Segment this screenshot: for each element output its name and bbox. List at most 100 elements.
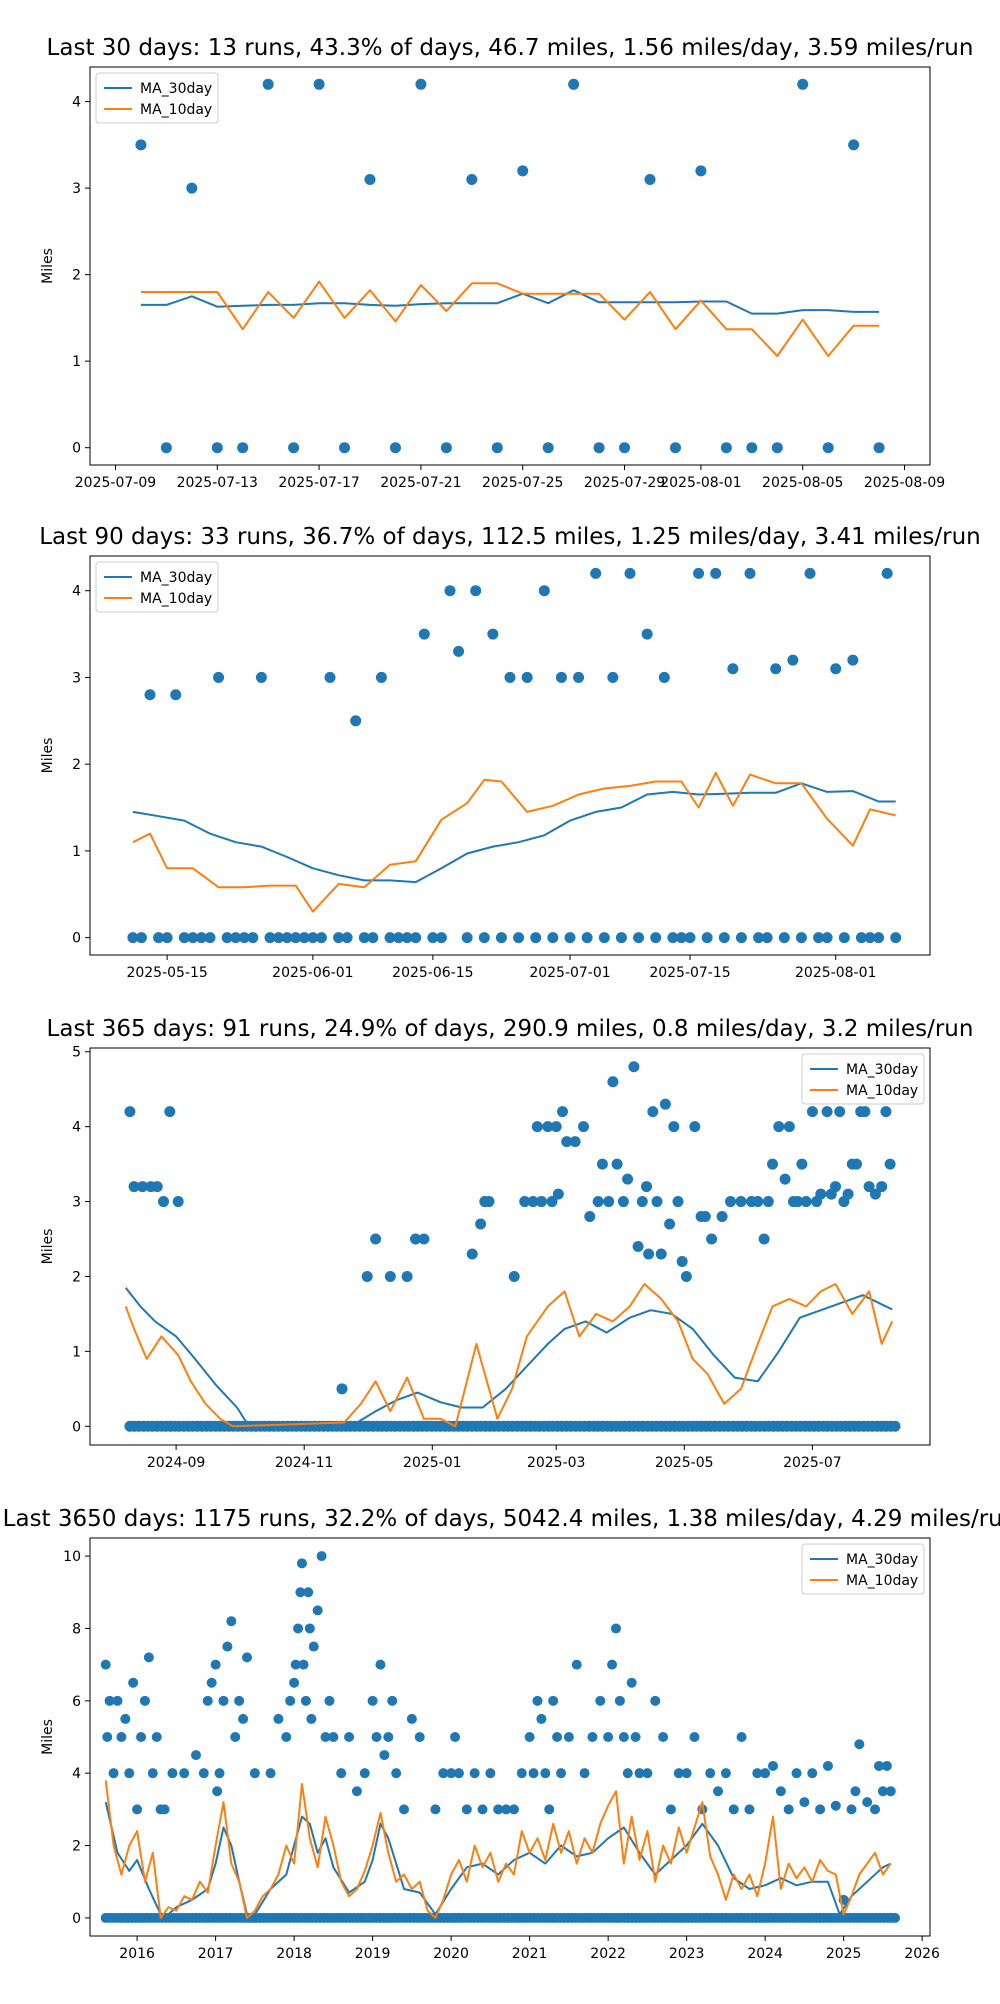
scatter-point bbox=[508, 1804, 519, 1815]
legend-box bbox=[801, 1543, 925, 1595]
series-line-ma-30day bbox=[132, 782, 896, 884]
scatter-point bbox=[563, 1732, 574, 1742]
x-tick-label: 2024-09 bbox=[147, 1455, 206, 1471]
scatter-point bbox=[680, 1270, 692, 1282]
scatter-point bbox=[328, 1732, 339, 1742]
scatter-point bbox=[364, 173, 376, 185]
x-tick-label: 2026 bbox=[904, 1946, 940, 1962]
scatter-point bbox=[521, 671, 533, 683]
scatter-point bbox=[466, 1248, 478, 1260]
scatter-point bbox=[513, 932, 525, 944]
scatter-point bbox=[881, 567, 893, 579]
scatter-point bbox=[672, 1196, 684, 1208]
scatter-point bbox=[855, 932, 867, 944]
scatter-point bbox=[136, 1732, 147, 1742]
scatter-point bbox=[813, 932, 825, 944]
scatter-point bbox=[190, 1750, 201, 1761]
scatter-point bbox=[102, 1732, 113, 1742]
legend-box bbox=[95, 561, 219, 613]
scatter-point bbox=[787, 654, 799, 666]
scatter-point bbox=[618, 1732, 629, 1742]
x-tick-label: 2025-06-01 bbox=[272, 965, 353, 981]
chart-title: Last 90 days: 33 runs, 36.7% of days, 11… bbox=[39, 524, 981, 550]
scatter-point bbox=[401, 932, 413, 944]
scatter-point bbox=[641, 628, 653, 640]
scatter-point bbox=[607, 1076, 619, 1088]
chart-title: Last 30 days: 13 runs, 43.3% of days, 46… bbox=[47, 35, 974, 61]
y-tick-label: 3 bbox=[72, 670, 81, 686]
y-tick-label: 4 bbox=[72, 1766, 81, 1782]
scatter-point bbox=[477, 1804, 488, 1815]
scatter-point bbox=[636, 1196, 648, 1208]
scatter-point bbox=[483, 1196, 495, 1208]
x-tick-label: 2025-01 bbox=[403, 1455, 462, 1471]
scatter-point bbox=[242, 1652, 253, 1663]
y-axis-label: Miles bbox=[40, 738, 56, 774]
scatter-point bbox=[584, 1211, 596, 1223]
scatter-point bbox=[527, 1196, 539, 1208]
scatter-point bbox=[705, 1768, 716, 1779]
scatter-point bbox=[846, 1804, 857, 1815]
scatter-point bbox=[304, 1623, 315, 1634]
scatter-point bbox=[293, 1623, 304, 1634]
plot-area bbox=[89, 1047, 931, 1446]
scatter-point bbox=[873, 1760, 884, 1771]
series-line-ma-30day bbox=[124, 1287, 893, 1425]
scatter-point bbox=[151, 1732, 162, 1742]
scatter-point bbox=[783, 1804, 794, 1815]
y-tick-label: 3 bbox=[72, 181, 81, 197]
scatter-point bbox=[288, 442, 300, 454]
y-tick-label: 2 bbox=[72, 757, 81, 773]
scatter-point bbox=[344, 1732, 355, 1742]
scatter-point bbox=[265, 1768, 276, 1779]
legend-label: MA_30day bbox=[846, 1552, 918, 1568]
scatter-point bbox=[767, 1158, 778, 1170]
x-tick-label: 2025-07-13 bbox=[177, 475, 258, 491]
scatter-point bbox=[524, 1732, 535, 1742]
scatter-point bbox=[806, 1106, 818, 1118]
scatter-point bbox=[214, 1768, 225, 1779]
plot-data bbox=[127, 567, 902, 944]
scatter-point bbox=[179, 1768, 190, 1779]
x-tick-label: 2024-11 bbox=[275, 1455, 334, 1471]
scatter-point bbox=[797, 78, 809, 90]
scatter-point bbox=[701, 932, 713, 944]
scatter-point bbox=[815, 1804, 826, 1815]
scatter-point bbox=[617, 1196, 629, 1208]
scatter-point bbox=[863, 1181, 875, 1193]
scatter-point bbox=[151, 1181, 163, 1193]
legend-label: MA_30day bbox=[140, 81, 212, 97]
scatter-point bbox=[531, 1121, 543, 1133]
scatter-point bbox=[350, 715, 362, 727]
scatter-point bbox=[873, 932, 885, 944]
scatter-point bbox=[504, 671, 516, 683]
scatter-point bbox=[383, 1732, 394, 1742]
scatter-point bbox=[647, 1106, 659, 1118]
x-tick-label: 2025-07-21 bbox=[380, 475, 461, 491]
x-tick-label: 2025-07-17 bbox=[278, 475, 359, 491]
scatter-point bbox=[643, 1248, 655, 1260]
scatter-point bbox=[676, 1255, 688, 1267]
y-tick-label: 3 bbox=[72, 1195, 81, 1211]
scatter-point bbox=[658, 671, 670, 683]
scatter-point bbox=[222, 1641, 233, 1652]
scatter-point bbox=[124, 1106, 136, 1118]
x-tick-label: 2025-08-09 bbox=[864, 475, 945, 491]
scatter-point bbox=[389, 442, 401, 454]
scatter-point bbox=[128, 1677, 139, 1688]
y-tick-label: 8 bbox=[72, 1621, 81, 1637]
plot-data bbox=[124, 1061, 901, 1432]
x-tick-label: 2016 bbox=[119, 1946, 155, 1962]
scatter-point bbox=[230, 1732, 241, 1742]
scatter-point bbox=[753, 932, 765, 944]
scatter-point bbox=[792, 1196, 804, 1208]
y-axis-label: Miles bbox=[40, 1229, 56, 1265]
scatter-point bbox=[453, 1768, 464, 1779]
scatter-point bbox=[143, 1652, 154, 1663]
scatter-point bbox=[285, 1695, 296, 1706]
y-tick-label: 0 bbox=[72, 931, 81, 947]
scatter-point bbox=[237, 442, 249, 454]
scatter-point bbox=[578, 1121, 589, 1133]
scatter-point bbox=[550, 1121, 562, 1133]
scatter-point bbox=[573, 671, 585, 683]
